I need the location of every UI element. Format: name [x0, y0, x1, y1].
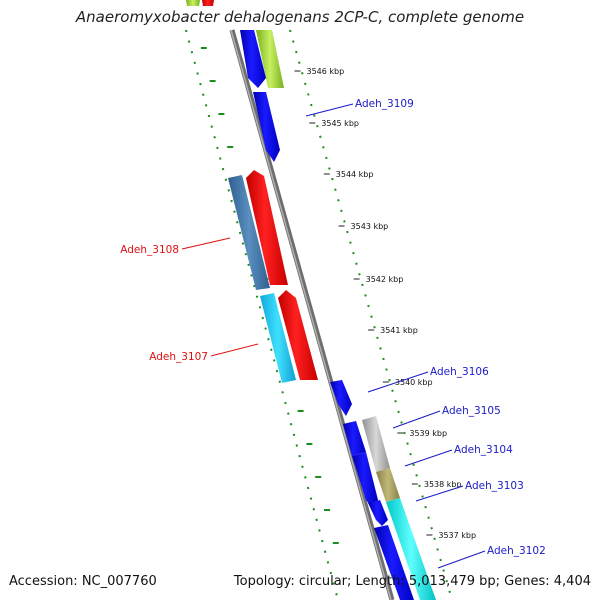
backbone	[229, 29, 395, 600]
gene-label-adeh-3102[interactable]: Adeh_3102	[487, 545, 546, 557]
gene-leader-line	[305, 103, 354, 117]
scale-tick-label: 3538 kbp	[424, 480, 462, 489]
scale-ticks: 3546 kbp 3545 kbp 3544 kbp 3543 kbp 3542 kbp…	[294, 67, 476, 540]
gene-label-adeh-3106[interactable]: Adeh_3106	[430, 366, 489, 378]
scale-tick-label: 3540 kbp	[395, 378, 433, 387]
cds-adeh-3105	[343, 421, 366, 456]
cds-adeh-3104	[352, 452, 378, 508]
map-title: Anaeromyxobacter dehalogenans 2CP-C, com…	[75, 8, 525, 26]
gene-labels: Adeh_3109 Adeh_3108 Adeh_3107 Adeh_3106 Adeh…	[120, 98, 546, 569]
gene-leader-line	[437, 550, 486, 569]
scale-tick-label: 3539 kbp	[409, 429, 447, 438]
cog-feature-cyan	[260, 293, 296, 383]
cds-adeh-3102	[374, 525, 414, 600]
cog-feature-olive	[376, 468, 400, 502]
scale-tick-label: 3541 kbp	[380, 326, 418, 335]
cds-adeh-3107	[278, 290, 318, 380]
gene-label-adeh-3109[interactable]: Adeh_3109	[355, 98, 414, 110]
gc-skew-track	[185, 29, 453, 600]
cog-feature-steel	[228, 175, 270, 290]
gene-leader-line	[392, 410, 441, 429]
scale-tick-label: 3545 kbp	[321, 119, 359, 128]
gene-label-adeh-3104[interactable]: Adeh_3104	[454, 444, 513, 456]
gene-label-adeh-3108[interactable]: Adeh_3108	[120, 244, 179, 256]
gene-label-adeh-3107[interactable]: Adeh_3107	[149, 351, 208, 363]
cog-feature-green	[256, 30, 284, 88]
cog-feature-grey	[362, 416, 390, 472]
cds-adeh-3103	[368, 500, 388, 526]
gene-label-adeh-3103[interactable]: Adeh_3103	[465, 480, 524, 492]
accession-label: Accession: NC_007760	[9, 574, 157, 589]
scale-tick-label: 3543 kbp	[351, 222, 389, 231]
cds-adeh-3109	[240, 30, 280, 162]
cds-adeh-3106	[330, 380, 352, 416]
scale-tick-label: 3537 kbp	[438, 531, 476, 540]
scale-tick-label: 3544 kbp	[336, 170, 374, 179]
gene-leader-line	[181, 237, 231, 250]
cds-partial-top	[186, 0, 214, 6]
gene-leader-line	[367, 371, 429, 393]
scale-tick-label: 3542 kbp	[366, 275, 404, 284]
gene-label-adeh-3105[interactable]: Adeh_3105	[442, 405, 501, 417]
gene-leader-line	[210, 343, 259, 357]
cds-adeh-3108	[246, 170, 288, 285]
gene-leader-line	[415, 485, 464, 502]
topology-summary: Topology: circular; Length: 5,013,479 bp…	[233, 574, 591, 589]
scale-tick-label: 3546 kbp	[307, 67, 345, 76]
cog-feature-turquoise	[386, 498, 436, 600]
gene-leader-line	[404, 449, 453, 467]
